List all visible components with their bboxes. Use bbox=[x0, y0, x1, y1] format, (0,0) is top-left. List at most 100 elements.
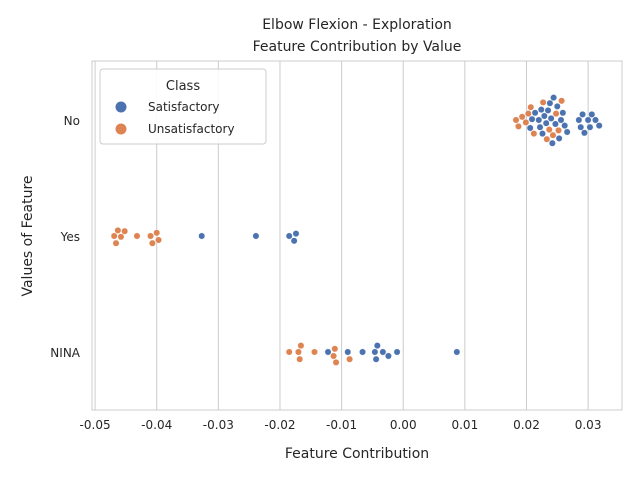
y-axis-label: Values of Feature bbox=[20, 175, 36, 296]
point-satisfactory-no bbox=[544, 107, 552, 114]
x-tick-label: 0.02 bbox=[513, 418, 540, 432]
x-tick-label: -0.03 bbox=[203, 418, 234, 432]
point-satisfactory-no bbox=[547, 115, 555, 122]
point-satisfactory-nina bbox=[393, 348, 401, 356]
point-satisfactory-yes bbox=[285, 232, 293, 240]
point-satisfactory-yes bbox=[292, 230, 300, 238]
point-satisfactory-nina bbox=[385, 352, 392, 360]
point-unsatisfactory-no bbox=[549, 131, 557, 139]
point-satisfactory-no bbox=[531, 109, 539, 117]
point-unsatisfactory-yes bbox=[148, 239, 156, 247]
chart-subtitle: Feature Contribution by Value bbox=[253, 39, 462, 55]
point-satisfactory-nina bbox=[379, 348, 387, 356]
point-unsatisfactory-no bbox=[558, 97, 565, 105]
point-satisfactory-no bbox=[577, 123, 585, 131]
point-unsatisfactory-no bbox=[522, 119, 530, 126]
point-unsatisfactory-yes bbox=[155, 236, 162, 244]
point-satisfactory-yes bbox=[198, 232, 206, 240]
point-satisfactory-yes bbox=[290, 237, 298, 245]
point-unsatisfactory-yes bbox=[110, 232, 118, 240]
legend-marker-unsatisfactory bbox=[115, 123, 127, 135]
legend-label-satisfactory: Satisfactory bbox=[148, 100, 220, 114]
point-satisfactory-no bbox=[561, 122, 569, 130]
x-tick-label: 0.03 bbox=[575, 418, 602, 432]
point-satisfactory-no bbox=[559, 109, 567, 117]
legend-box bbox=[99, 68, 267, 145]
point-unsatisfactory-no bbox=[527, 103, 535, 111]
point-unsatisfactory-yes bbox=[147, 232, 154, 240]
point-satisfactory-nina bbox=[359, 348, 366, 356]
point-satisfactory-no bbox=[540, 112, 548, 120]
point-unsatisfactory-yes bbox=[117, 233, 125, 241]
point-satisfactory-no bbox=[528, 115, 536, 123]
point-satisfactory-no bbox=[548, 139, 556, 147]
data-points bbox=[110, 94, 603, 366]
point-satisfactory-no bbox=[579, 111, 586, 118]
legend: Class Satisfactory Unsatisfactory bbox=[99, 68, 267, 145]
x-tick-labels: -0.05 -0.04 -0.03 -0.02 -0.01 0.00 0.01 0.02 0.0… bbox=[80, 418, 602, 432]
point-satisfactory-no bbox=[539, 130, 546, 138]
chart-title: Elbow Flexion - Exploration bbox=[262, 17, 452, 33]
point-satisfactory-no bbox=[536, 123, 544, 131]
point-unsatisfactory-nina bbox=[285, 348, 293, 356]
point-satisfactory-nina bbox=[453, 348, 461, 356]
x-tick-label: 0.01 bbox=[451, 418, 478, 432]
point-unsatisfactory-no bbox=[539, 99, 547, 106]
point-unsatisfactory-no bbox=[555, 126, 562, 134]
x-tick-label: -0.04 bbox=[141, 418, 172, 432]
point-unsatisfactory-nina bbox=[311, 348, 318, 356]
point-unsatisfactory-nina bbox=[297, 342, 305, 349]
x-tick-label: -0.01 bbox=[326, 418, 357, 432]
point-unsatisfactory-yes bbox=[114, 226, 122, 234]
point-unsatisfactory-no bbox=[518, 113, 526, 121]
legend-marker-satisfactory bbox=[115, 101, 127, 113]
point-satisfactory-no bbox=[581, 129, 588, 137]
x-tick-label: -0.05 bbox=[80, 418, 111, 432]
point-unsatisfactory-no bbox=[552, 110, 560, 118]
point-satisfactory-nina bbox=[344, 348, 352, 356]
point-unsatisfactory-nina bbox=[330, 352, 337, 360]
point-unsatisfactory-no bbox=[530, 130, 538, 138]
x-tick-label: 0.00 bbox=[390, 418, 417, 432]
point-unsatisfactory-nina bbox=[296, 355, 304, 363]
point-satisfactory-no bbox=[552, 120, 559, 128]
point-unsatisfactory-no bbox=[543, 135, 551, 143]
legend-title: Class bbox=[166, 79, 200, 94]
y-tick-label: Yes bbox=[60, 230, 80, 244]
point-unsatisfactory-no bbox=[545, 126, 553, 134]
point-unsatisfactory-yes bbox=[153, 229, 161, 237]
point-unsatisfactory-yes bbox=[121, 227, 129, 235]
point-satisfactory-no bbox=[557, 116, 565, 124]
point-unsatisfactory-no bbox=[512, 116, 520, 124]
y-tick-label: No bbox=[64, 114, 80, 128]
point-unsatisfactory-nina bbox=[331, 345, 339, 353]
point-satisfactory-no bbox=[586, 123, 594, 131]
x-axis-label: Feature Contribution bbox=[285, 446, 429, 462]
point-satisfactory-nina bbox=[372, 355, 380, 363]
point-satisfactory-no bbox=[526, 124, 534, 132]
point-satisfactory-nina bbox=[371, 348, 379, 356]
y-tick-label: NINA bbox=[50, 346, 80, 360]
point-satisfactory-no bbox=[553, 103, 561, 110]
point-unsatisfactory-no bbox=[524, 110, 532, 118]
point-unsatisfactory-yes bbox=[112, 239, 120, 247]
x-tick-label: -0.02 bbox=[264, 418, 295, 432]
point-satisfactory-no bbox=[584, 116, 592, 124]
point-satisfactory-no bbox=[542, 119, 550, 127]
point-unsatisfactory-nina bbox=[332, 358, 340, 366]
point-unsatisfactory-nina bbox=[346, 355, 353, 363]
point-satisfactory-no bbox=[563, 128, 571, 136]
y-tick-labels: No Yes NINA bbox=[50, 114, 80, 360]
point-satisfactory-no bbox=[546, 99, 554, 107]
point-satisfactory-no bbox=[555, 134, 563, 142]
point-satisfactory-no bbox=[595, 122, 603, 130]
legend-label-unsatisfactory: Unsatisfactory bbox=[148, 122, 235, 136]
point-satisfactory-no bbox=[537, 106, 545, 114]
point-satisfactory-no bbox=[535, 116, 543, 124]
point-satisfactory-no bbox=[592, 116, 599, 124]
point-satisfactory-no bbox=[575, 116, 583, 124]
point-unsatisfactory-yes bbox=[133, 232, 141, 240]
point-unsatisfactory-no bbox=[515, 123, 522, 130]
point-satisfactory-no bbox=[588, 111, 596, 118]
